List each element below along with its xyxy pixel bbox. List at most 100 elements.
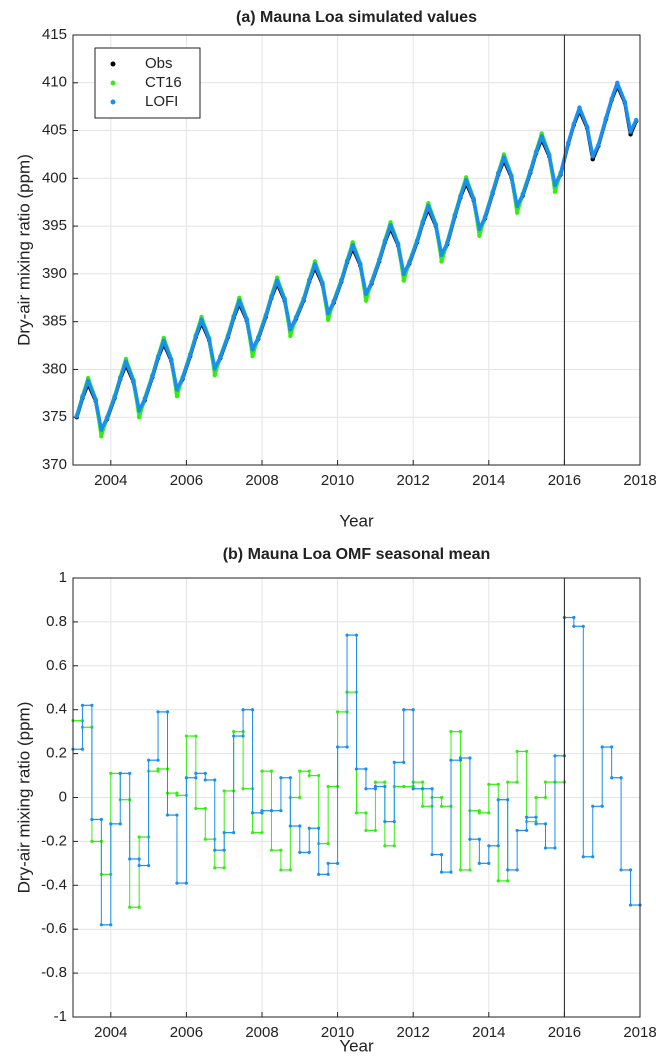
data-point bbox=[571, 121, 577, 127]
step-dot bbox=[279, 776, 283, 780]
y-tick-label: -0.8 bbox=[41, 964, 67, 981]
step-dot bbox=[128, 857, 132, 861]
step-dot bbox=[203, 778, 207, 782]
data-point bbox=[363, 291, 369, 297]
step-dot bbox=[610, 776, 614, 780]
data-point bbox=[471, 197, 476, 202]
step-dot bbox=[449, 730, 453, 734]
data-point bbox=[250, 353, 255, 359]
step-dot bbox=[373, 828, 377, 833]
step-dot bbox=[250, 811, 255, 815]
step-dot bbox=[496, 879, 500, 883]
step-dot bbox=[250, 831, 255, 835]
data-point bbox=[118, 375, 123, 381]
step-dot bbox=[421, 804, 425, 808]
step-dot bbox=[600, 745, 604, 749]
data-point bbox=[85, 378, 91, 384]
data-point bbox=[293, 315, 299, 321]
x-tick-label: 2008 bbox=[245, 1024, 278, 1041]
data-point bbox=[174, 387, 180, 392]
step-dot bbox=[298, 850, 302, 854]
step-dot bbox=[279, 809, 283, 813]
step-dot bbox=[421, 787, 425, 791]
data-point bbox=[539, 134, 544, 139]
y-tick-label: 405 bbox=[42, 122, 67, 139]
data-point bbox=[231, 314, 236, 320]
data-point bbox=[344, 259, 350, 264]
y-tick-label: 390 bbox=[42, 265, 67, 282]
step-dot bbox=[222, 831, 226, 835]
step-dot bbox=[364, 828, 368, 833]
step-dot bbox=[99, 923, 103, 927]
data-point bbox=[533, 150, 539, 155]
x-tick-label: 2016 bbox=[548, 472, 581, 489]
x-tick-label: 2004 bbox=[94, 1024, 127, 1041]
data-point bbox=[514, 210, 520, 215]
legend-label: CT16 bbox=[145, 74, 182, 91]
y-tick-label: 370 bbox=[42, 456, 67, 473]
data-point bbox=[490, 190, 495, 195]
step-dot bbox=[326, 784, 330, 789]
x-tick-label: 2012 bbox=[397, 472, 430, 489]
step-dot bbox=[203, 837, 207, 841]
x-tick-label: 2012 bbox=[397, 1024, 430, 1041]
data-point bbox=[136, 408, 142, 413]
plot-frame bbox=[72, 577, 641, 1018]
data-point bbox=[123, 359, 129, 364]
step-dot bbox=[383, 820, 387, 824]
data-point bbox=[155, 354, 161, 360]
step-dot bbox=[402, 784, 406, 789]
data-point bbox=[339, 278, 344, 283]
data-point bbox=[439, 252, 444, 257]
step-dot bbox=[373, 780, 377, 784]
step-dot bbox=[515, 868, 519, 872]
data-point bbox=[496, 171, 501, 176]
step-dot bbox=[156, 758, 160, 762]
data-point bbox=[131, 378, 136, 384]
y-tick-label: 400 bbox=[42, 169, 67, 186]
step-dot bbox=[298, 769, 302, 773]
x-tick-label: 2014 bbox=[472, 1024, 505, 1041]
step-dot bbox=[213, 848, 217, 852]
data-point bbox=[282, 297, 287, 302]
step-dot bbox=[288, 868, 292, 872]
data-point bbox=[307, 278, 312, 283]
data-point bbox=[288, 327, 293, 332]
step-dot bbox=[458, 868, 463, 872]
y-tick-label: -0.6 bbox=[41, 920, 67, 937]
step-dot bbox=[354, 811, 359, 815]
y-tick-label: -0.4 bbox=[41, 876, 67, 893]
step-dot bbox=[156, 767, 160, 771]
step-dot bbox=[572, 624, 576, 628]
step-dot bbox=[506, 868, 510, 872]
data-point bbox=[325, 310, 331, 316]
step-dot bbox=[439, 870, 444, 874]
y-tick-label: 385 bbox=[42, 313, 67, 330]
data-point bbox=[358, 262, 363, 267]
step-dot bbox=[260, 769, 264, 773]
step-dot bbox=[525, 828, 529, 833]
step-dot bbox=[156, 769, 160, 773]
y-axis-label: Dry-air mixing ratio (ppm) bbox=[14, 154, 33, 346]
data-point bbox=[325, 317, 331, 322]
step-dot bbox=[364, 787, 368, 791]
x-tick-label: 2004 bbox=[94, 472, 127, 489]
data-point bbox=[288, 333, 293, 339]
data-point bbox=[514, 203, 520, 209]
step-dot bbox=[458, 758, 463, 762]
step-dot bbox=[487, 782, 491, 786]
data-point bbox=[376, 258, 382, 263]
data-point bbox=[622, 99, 628, 105]
step-dot bbox=[506, 780, 510, 784]
step-dot bbox=[543, 846, 548, 850]
step-dot bbox=[591, 804, 595, 808]
step-dot bbox=[506, 879, 510, 883]
step-dot bbox=[326, 872, 330, 876]
step-dot bbox=[80, 747, 85, 751]
step-dot bbox=[373, 784, 377, 789]
step-dot bbox=[156, 710, 160, 714]
y-tick-label: 380 bbox=[42, 360, 67, 377]
data-point bbox=[388, 222, 393, 228]
y-tick-label: -0.2 bbox=[41, 832, 67, 849]
